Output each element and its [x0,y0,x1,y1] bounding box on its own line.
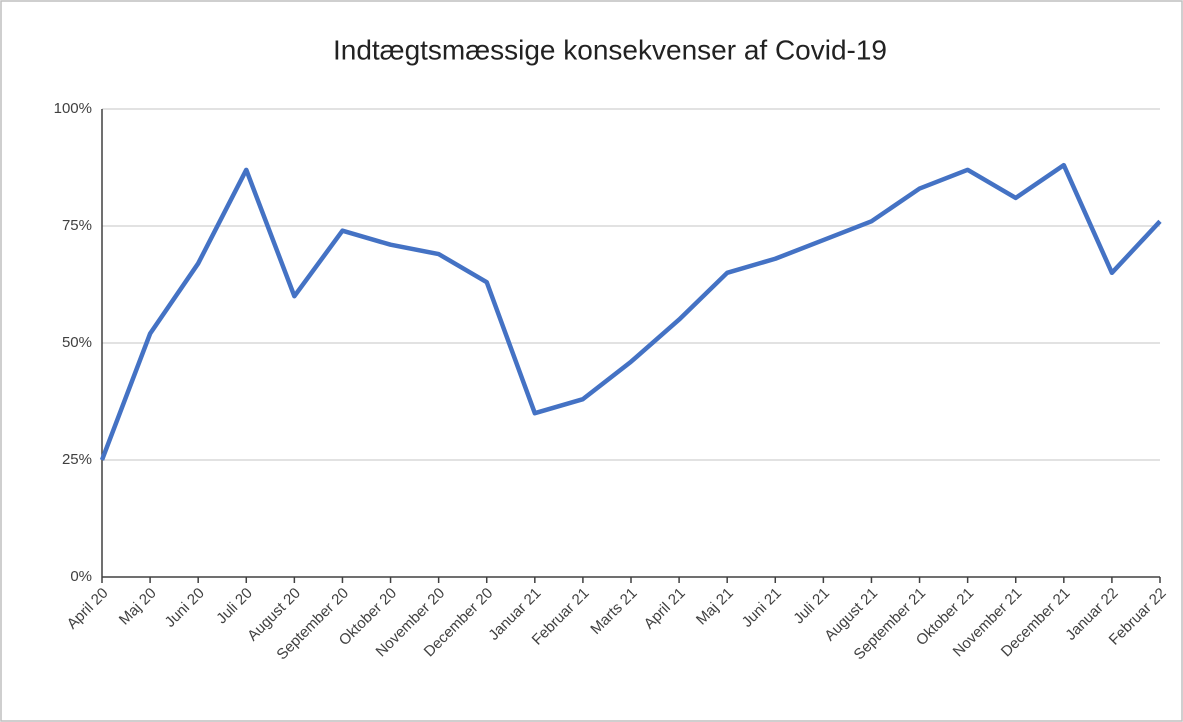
y-tick-label: 50% [62,334,92,351]
y-tick-label: 100% [54,100,92,117]
y-tick-label: 75% [62,217,92,234]
y-tick-label: 0% [70,568,92,585]
y-tick-label: 25% [62,451,92,468]
chart-title: Indtægtsmæssige konsekvenser af Covid-19 [333,34,887,65]
data-line [99,162,1162,461]
